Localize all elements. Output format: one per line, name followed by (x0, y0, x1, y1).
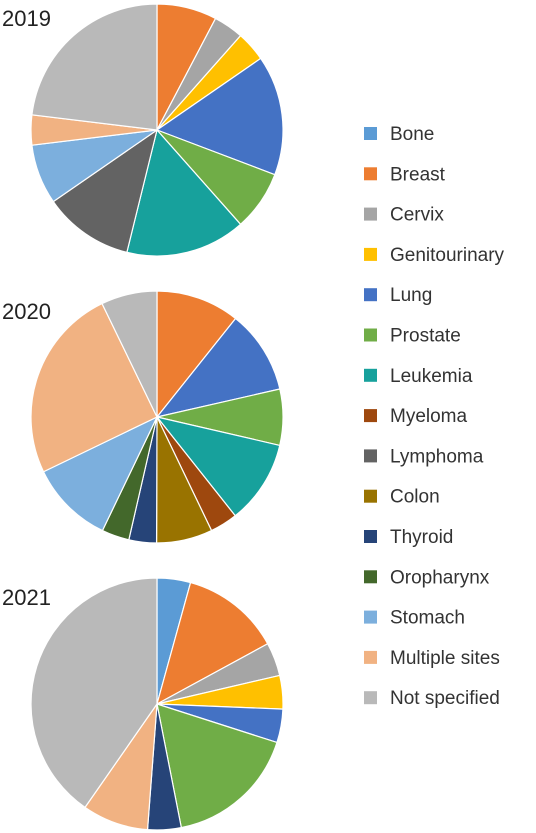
legend-item-breast: Breast (364, 164, 446, 185)
pie-2020: 2020 (2, 290, 284, 544)
legend-swatch (364, 610, 377, 624)
legend-label: Stomach (390, 608, 465, 629)
legend-label: Bone (390, 124, 434, 145)
legend-item-colon: Colon (364, 487, 440, 508)
slice-2021-prostate (156, 703, 278, 829)
legend-swatch (364, 570, 377, 584)
slice-2020-lung (155, 317, 281, 418)
pie-2021: 2021 (2, 577, 284, 831)
legend-swatch (364, 368, 377, 382)
legend-item-cervix: Cervix (364, 205, 444, 226)
slice-2019-lymphoma (52, 128, 158, 254)
legend-label: Prostate (390, 326, 461, 347)
year-label-2019: 2019 (2, 6, 51, 31)
slice-2021-not-specified (30, 577, 158, 809)
legend-swatch (364, 288, 377, 302)
legend-label: Colon (390, 487, 440, 508)
legend-label: Breast (390, 164, 446, 185)
legend-item-leukemia: Leukemia (364, 366, 473, 387)
legend-label: Lung (390, 285, 432, 306)
legend-swatch (364, 650, 377, 664)
legend-swatch (364, 207, 377, 221)
year-label-2021: 2021 (2, 585, 51, 610)
slice-2019-lung (155, 57, 284, 176)
legend-label: Thyroid (390, 527, 453, 548)
legend: Bone Breast Cervix Genitourinary Lung Prostat… (364, 124, 505, 709)
legend-item-stomach: Stomach (364, 608, 465, 629)
legend-item-lung: Lung (364, 285, 432, 306)
legend-item-lymphoma: Lymphoma (364, 446, 484, 467)
slice-2020-breast (156, 290, 237, 419)
legend-item-myeloma: Myeloma (364, 406, 468, 427)
slice-2019-not-specified (31, 3, 158, 131)
legend-label: Not specified (390, 688, 500, 709)
legend-item-thyroid: Thyroid (364, 527, 453, 548)
slice-2020-leukemia (155, 416, 281, 517)
year-label-2020: 2020 (2, 299, 51, 324)
legend-swatch (364, 449, 377, 463)
legend-item-multiple-sites: Multiple sites (364, 648, 500, 669)
legend-item-prostate: Prostate (364, 326, 461, 347)
legend-label: Myeloma (390, 406, 468, 427)
legend-swatch (364, 127, 377, 140)
legend-swatch (364, 409, 377, 423)
pies-group: 2019 2020 2021 (2, 3, 284, 831)
legend-item-oropharynx: Oropharynx (364, 567, 490, 588)
slice-2021-breast (156, 581, 269, 706)
legend-label: Lymphoma (390, 446, 484, 467)
legend-swatch (364, 691, 377, 705)
legend-item-bone: Bone (364, 124, 434, 145)
slice-2020-multiple-sites (30, 302, 158, 473)
slice-2020-not-specified (101, 290, 158, 418)
legend-label: Genitourinary (390, 245, 505, 266)
legend-label: Leukemia (390, 366, 473, 387)
legend-swatch (364, 247, 377, 261)
legend-item-not-specified: Not specified (364, 688, 500, 709)
pie-2019: 2019 (2, 3, 284, 257)
slice-2020-stomach (42, 415, 159, 532)
slice-2019-leukemia (126, 128, 242, 257)
legend-label: Multiple sites (390, 648, 500, 669)
legend-item-genitourinary: Genitourinary (364, 245, 505, 266)
legend-label: Cervix (390, 205, 444, 226)
legend-label: Oropharynx (390, 567, 490, 588)
legend-swatch (364, 328, 377, 342)
legend-swatch (364, 489, 377, 503)
legend-swatch (364, 530, 377, 543)
legend-swatch (364, 167, 377, 181)
